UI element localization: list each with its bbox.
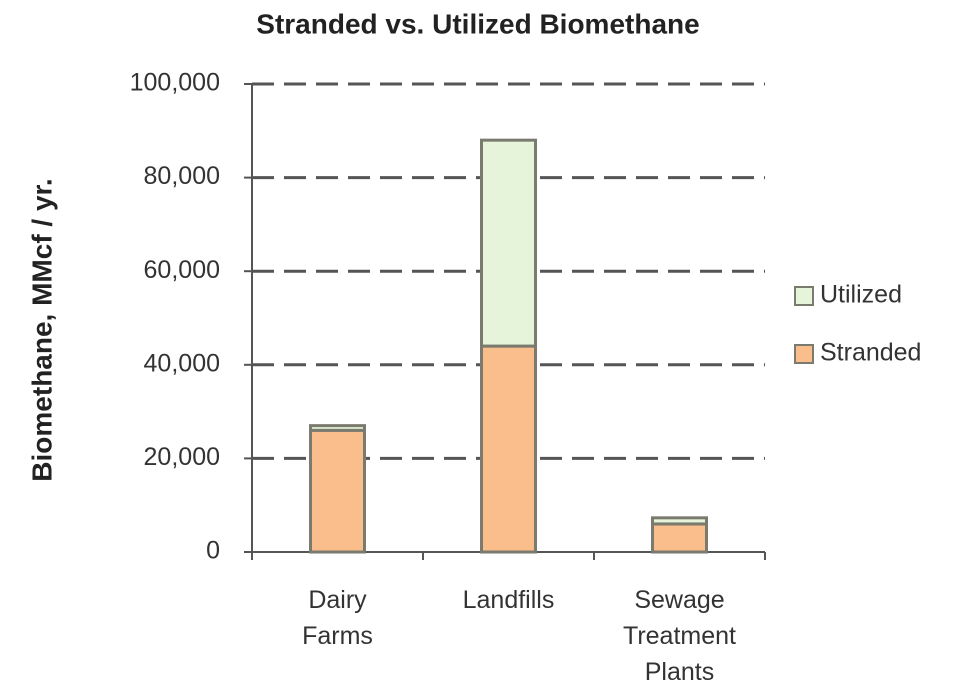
legend-swatch xyxy=(794,286,814,306)
bar-segment xyxy=(309,428,366,554)
y-tick-label: 100,000 xyxy=(130,69,220,97)
y-tick-label: 60,000 xyxy=(144,256,220,284)
bar-segment xyxy=(651,522,708,554)
x-tick-label: Dairy Farms xyxy=(302,586,373,650)
bar-segment xyxy=(651,516,708,526)
legend-label: Stranded xyxy=(820,339,921,367)
bar-segment xyxy=(309,424,366,432)
y-tick-label: 40,000 xyxy=(144,349,220,377)
y-tick-label: 0 xyxy=(206,537,220,565)
y-tick-label: 80,000 xyxy=(144,162,220,190)
legend-swatch xyxy=(794,344,814,364)
x-tick-label: Landfills xyxy=(462,586,555,614)
y-tick-label: 20,000 xyxy=(144,443,220,471)
x-tick-label: Sewage Treatment Plants xyxy=(622,586,736,686)
y-axis-label: Biomethane, MMcf / yr. xyxy=(26,178,57,481)
chart-title: Stranded vs. Utilized Biomethane xyxy=(256,8,699,39)
bar-segment xyxy=(480,344,537,554)
legend-label: Utilized xyxy=(820,281,902,309)
bar-segment xyxy=(480,138,537,348)
